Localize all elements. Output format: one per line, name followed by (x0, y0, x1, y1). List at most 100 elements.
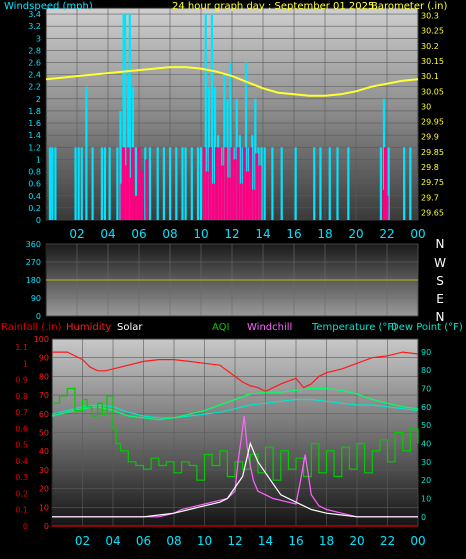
windspeed-bar (328, 147, 331, 220)
windspeed-bar (409, 147, 412, 220)
windspeed-tick-label: 3 (36, 34, 41, 43)
rain-tick-label: 0 (23, 522, 28, 531)
barometer-tick-label: 30.05 (421, 87, 444, 96)
chart-title: 24 hour graph day : September 01 2025 (172, 1, 374, 12)
hour-tick-label: 06 (131, 227, 146, 241)
panel-1-left-ticks: 0 0.2 0.4 0.6 0.8 1 1.2 1.4 1.6 1.8 2 2.2 2.4 2.6 2.8 3… (28, 10, 41, 225)
barometer-tick-label: 29.65 (421, 208, 444, 217)
hour-tick-label: 08 (166, 534, 181, 548)
gust-bar (205, 171, 209, 220)
windspeed-tick-label: 0.4 (28, 192, 41, 201)
barometer-tick-label: 30.1 (421, 72, 439, 81)
windspeed-bar (244, 62, 248, 221)
windspeed-bar (77, 147, 80, 220)
windspeed-bar (162, 147, 165, 220)
gust-bar (215, 147, 218, 220)
compass-label: W (434, 256, 446, 270)
windspeed-tick-label: 2.6 (28, 59, 41, 68)
rain-tick-label: 0.3 (15, 473, 28, 482)
gust-bar (224, 147, 228, 220)
rain-tick-label: 0.7 (15, 408, 28, 417)
windspeed-bar (210, 14, 214, 220)
windspeed-tick-label: 1.8 (28, 107, 41, 116)
windspeed-bar (48, 147, 52, 220)
hour-tick-label: 14 (258, 534, 273, 548)
windspeed-bar (313, 147, 316, 220)
legend-temperature: Temperature (°F) (311, 322, 397, 333)
windspeed-tick-label: 0.8 (28, 168, 41, 177)
windspeed-bar (100, 147, 103, 220)
windspeed-bar (51, 147, 54, 220)
gust-bar (252, 189, 256, 220)
barometer-line (45, 66, 419, 97)
gust-bar (382, 189, 386, 220)
temperature-tick-label: 80 (421, 366, 431, 375)
barometer-tick-label: 30.2 (421, 42, 439, 51)
panel-3-temperature-ticks: 0 10 20 30 40 50 60 70 80 90 (421, 348, 431, 522)
direction-tick-label: 270 (26, 258, 41, 267)
gust-bar (218, 147, 222, 220)
humidity-line (52, 351, 419, 393)
compass-label: E (436, 292, 444, 306)
windspeed-bar (91, 147, 94, 220)
rain-tick-label: 0.5 (15, 441, 28, 450)
gust-bar (246, 171, 249, 220)
windspeed-bar (148, 147, 152, 220)
windspeed-bar (226, 98, 229, 220)
gust-bar (236, 147, 240, 220)
hour-tick-label: 00 (410, 534, 425, 548)
windspeed-bar (54, 147, 57, 220)
windspeed-tick-label: 0.6 (28, 180, 41, 189)
windchill-line (52, 415, 418, 518)
gust-bar (227, 177, 231, 220)
hour-tick-label: 20 (349, 534, 364, 548)
gust-bar (131, 147, 135, 220)
gust-bar (134, 195, 138, 220)
direction-tick-label: 90 (31, 294, 41, 303)
windspeed-tick-label: 2 (36, 95, 41, 104)
panel-2-degree-ticks: 0 90 180 270 360 (26, 240, 41, 321)
temperature-tick-label: 70 (421, 385, 431, 394)
hour-tick-label: 12 (224, 227, 239, 241)
temperature-tick-label: 40 (421, 440, 431, 449)
windspeed-bar (200, 147, 203, 220)
gust-bars (120, 147, 389, 220)
windspeed-bar (263, 147, 266, 220)
temperature-tick-label: 20 (421, 476, 431, 485)
rain-tick-label: 0.2 (15, 489, 28, 498)
windspeed-bar (336, 147, 339, 220)
hour-tick-label: 04 (100, 227, 115, 241)
windspeed-bar (196, 147, 200, 220)
windspeed-bar (251, 135, 254, 220)
hour-tick-label: 12 (227, 534, 242, 548)
windspeed-bar (116, 147, 119, 220)
windspeed-tick-label: 3.2 (28, 22, 41, 31)
windspeed-bar (184, 147, 187, 220)
hour-tick-label: 16 (286, 227, 301, 241)
rain-tick-label: 0.4 (15, 457, 28, 466)
barometer-tick-label: 29.8 (421, 163, 439, 172)
gust-bar (255, 153, 259, 220)
barometer-tick-label: 29.95 (421, 118, 444, 127)
windspeed-bar (280, 147, 283, 220)
windspeed-bar (128, 14, 131, 220)
humidity-tick-label: 70 (39, 391, 49, 400)
hour-tick-label: 18 (319, 534, 334, 548)
windspeed-bar (387, 147, 390, 220)
barometer-tick-label: 30 (421, 102, 431, 111)
windspeed-bar (294, 147, 297, 220)
panel-1-grid (46, 8, 419, 221)
temperature-tick-label: 0 (421, 513, 426, 522)
windspeed-bar (134, 147, 138, 220)
temperature-tick-label: 30 (421, 458, 431, 467)
windspeed-bar (181, 147, 184, 220)
windspeed-bar (190, 147, 193, 220)
legend-solar: Solar (117, 322, 143, 333)
gust-bar (137, 147, 141, 220)
barometer-tick-label: 30.3 (421, 12, 439, 21)
hour-tick-label: 22 (379, 227, 394, 241)
hour-tick-label: 20 (348, 227, 363, 241)
windspeed-bar (229, 62, 232, 221)
